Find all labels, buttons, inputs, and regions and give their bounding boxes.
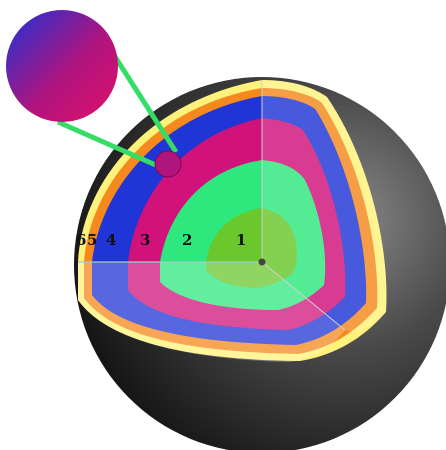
cut-plane-right-face <box>262 80 387 332</box>
layer-label-1: 1 <box>236 231 246 249</box>
cut-plane-lower-face <box>78 262 345 362</box>
layer-label-4: 4 <box>106 231 116 249</box>
magnified-inset-circle <box>6 10 118 122</box>
layer-label-3: 3 <box>140 231 150 249</box>
layer-1-core <box>206 208 297 288</box>
layer-labels: 6 5 4 3 2 1 <box>76 231 246 249</box>
layer-label-2: 2 <box>182 231 192 249</box>
cut-edge-diagonal <box>261 261 346 331</box>
callout-line-lower <box>56 119 160 169</box>
layer-label-6: 6 <box>76 231 86 249</box>
callout-line-upper <box>109 50 179 154</box>
center-point <box>258 258 266 266</box>
cutaway-layers <box>78 80 387 362</box>
magnified-region-marker <box>154 150 182 178</box>
layer-label-5: 5 <box>87 231 97 249</box>
